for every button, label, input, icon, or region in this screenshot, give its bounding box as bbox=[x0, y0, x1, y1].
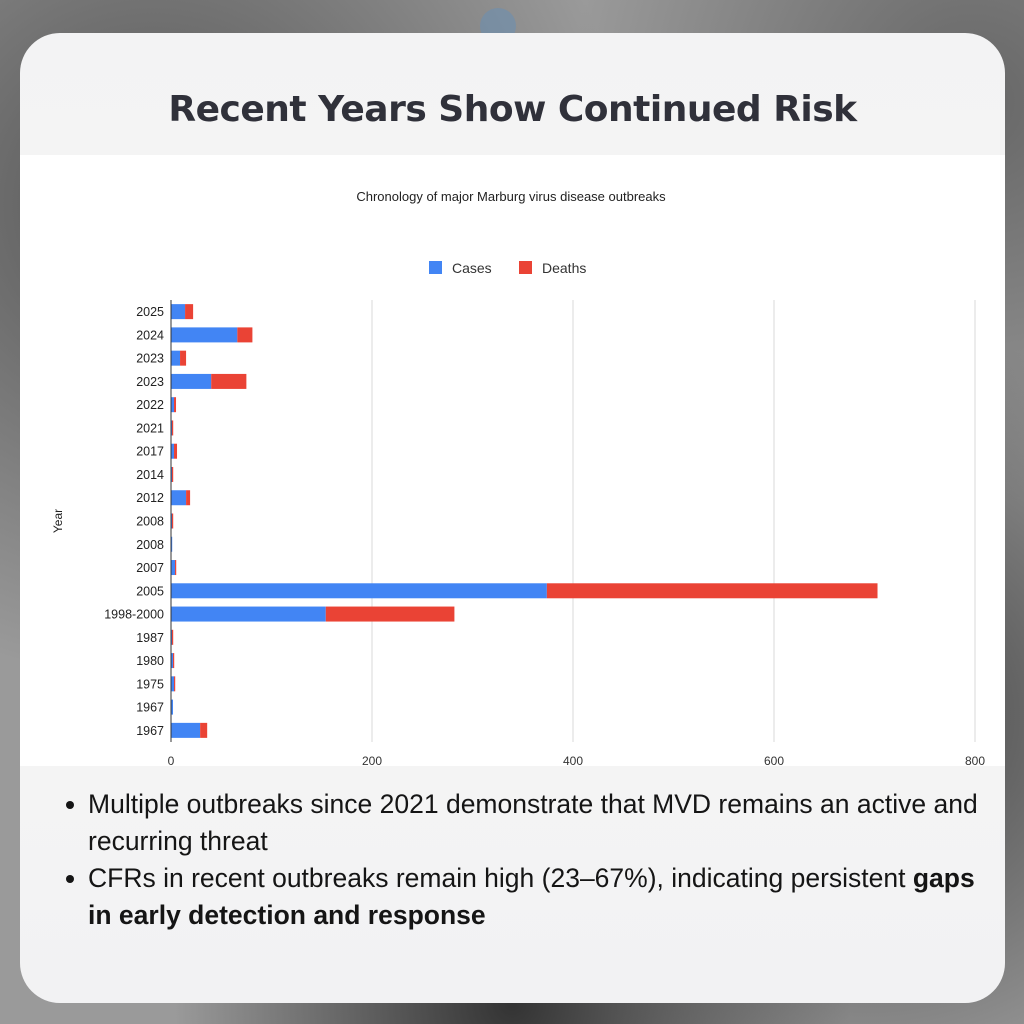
bar-deaths bbox=[173, 653, 175, 669]
bar-deaths bbox=[174, 443, 178, 459]
bullet-dot-icon bbox=[66, 801, 74, 809]
bar-cases bbox=[171, 606, 326, 622]
y-tick-label: 2008 bbox=[136, 538, 164, 552]
y-tick-label: 2008 bbox=[136, 515, 164, 529]
bar-cases bbox=[171, 350, 181, 366]
bar-cases bbox=[171, 699, 174, 715]
y-axis-tick-labels: 2025 2024 2023 2023 2022 2021 2017 2014 2012 2008… bbox=[104, 305, 164, 738]
y-tick-label: 1987 bbox=[136, 631, 164, 645]
y-tick-label: 2023 bbox=[136, 352, 164, 366]
legend-swatch-deaths bbox=[519, 261, 532, 274]
bullet-text: Multiple outbreaks since 2021 demonstrat… bbox=[88, 789, 978, 856]
y-tick-label: 2017 bbox=[136, 445, 164, 459]
bar-cases bbox=[171, 443, 175, 459]
bar-deaths bbox=[200, 722, 208, 738]
bar-deaths bbox=[174, 397, 177, 413]
y-tick-label: 2007 bbox=[136, 561, 164, 575]
y-tick-label: 1998-2000 bbox=[104, 608, 164, 622]
slide-title: Recent Years Show Continued Risk bbox=[168, 89, 857, 130]
bar-cases bbox=[171, 629, 173, 645]
chart-container: Chronology of major Marburg virus diseas… bbox=[20, 155, 1005, 768]
y-tick-label: 1980 bbox=[136, 654, 164, 668]
bullet-dot-icon bbox=[66, 875, 74, 883]
x-tick-label: 400 bbox=[563, 754, 583, 766]
bar-cases bbox=[171, 653, 174, 669]
bullet-bold-text: gaps in early detection and response bbox=[88, 863, 975, 930]
bar-cases bbox=[171, 327, 238, 343]
bar-cases bbox=[171, 583, 547, 599]
y-tick-label: 2025 bbox=[136, 305, 164, 319]
bar-deaths bbox=[546, 583, 878, 599]
y-tick-label: 1967 bbox=[136, 724, 164, 738]
legend-label: Deaths bbox=[542, 260, 586, 276]
y-tick-label: 2022 bbox=[136, 398, 164, 412]
bar-cases bbox=[171, 373, 212, 389]
bar-cases bbox=[171, 466, 173, 482]
bar-cases bbox=[171, 676, 175, 692]
bar-deaths bbox=[175, 560, 177, 576]
legend-swatch-cases bbox=[429, 261, 442, 274]
bar-cases bbox=[171, 536, 173, 552]
bar-deaths bbox=[180, 350, 187, 366]
y-tick-label: 2005 bbox=[136, 584, 164, 598]
x-tick-label: 800 bbox=[965, 754, 985, 766]
y-tick-label: 2012 bbox=[136, 491, 164, 505]
y-tick-label: 1975 bbox=[136, 677, 164, 691]
y-axis-label: Year bbox=[51, 509, 65, 533]
chart-gridlines bbox=[371, 300, 976, 742]
bullet-item: CFRs in recent outbreaks remain high (23… bbox=[66, 860, 986, 934]
bar-deaths bbox=[174, 676, 176, 692]
y-tick-label: 1967 bbox=[136, 701, 164, 715]
stacked-bar-chart: Chronology of major Marburg virus diseas… bbox=[51, 189, 986, 768]
x-tick-label: 600 bbox=[764, 754, 784, 766]
bar-cases bbox=[171, 420, 173, 436]
bar-deaths bbox=[172, 513, 174, 529]
bullet-list: Multiple outbreaks since 2021 demonstrat… bbox=[66, 786, 986, 934]
y-tick-label: 2014 bbox=[136, 468, 164, 482]
bar-cases bbox=[171, 397, 175, 413]
x-axis-tick-labels: 0 200 400 600 800 bbox=[168, 754, 986, 768]
x-tick-label: 200 bbox=[362, 754, 382, 766]
x-tick-label: 0 bbox=[168, 754, 175, 766]
chart-bars bbox=[171, 304, 878, 738]
bar-cases bbox=[171, 490, 187, 506]
y-tick-label: 2023 bbox=[136, 375, 164, 389]
bar-deaths bbox=[185, 304, 194, 320]
y-tick-label: 2021 bbox=[136, 421, 164, 435]
bar-deaths bbox=[172, 420, 174, 436]
bar-deaths bbox=[211, 373, 247, 389]
slide-card: Recent Years Show Continued Risk Chronol… bbox=[20, 33, 1005, 1003]
bar-cases bbox=[171, 513, 173, 529]
legend-label: Cases bbox=[452, 260, 492, 276]
bar-deaths bbox=[172, 629, 174, 645]
bullet-text: CFRs in recent outbreaks remain high (23… bbox=[88, 863, 913, 893]
bar-deaths bbox=[237, 327, 253, 343]
bar-deaths bbox=[186, 490, 191, 506]
chart-title: Chronology of major Marburg virus diseas… bbox=[356, 189, 666, 204]
bar-cases bbox=[171, 722, 201, 738]
bar-deaths bbox=[172, 466, 174, 482]
bar-deaths bbox=[325, 606, 455, 622]
y-tick-label: 2024 bbox=[136, 328, 164, 342]
chart-legend: Cases Deaths bbox=[429, 260, 586, 276]
bar-cases bbox=[171, 560, 176, 576]
bar-cases bbox=[171, 304, 186, 320]
bullet-item: Multiple outbreaks since 2021 demonstrat… bbox=[66, 786, 986, 860]
